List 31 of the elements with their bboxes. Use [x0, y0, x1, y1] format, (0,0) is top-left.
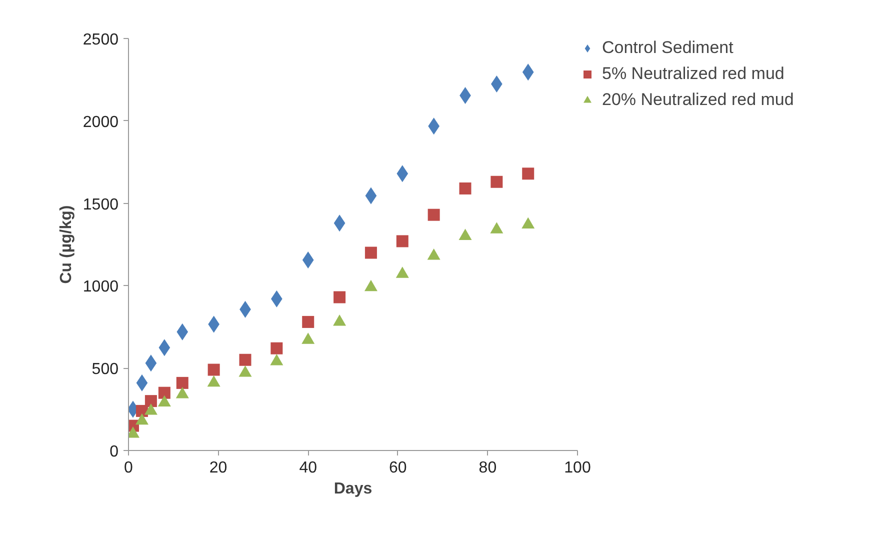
x-tick-label: 100	[564, 460, 591, 476]
point	[364, 246, 377, 259]
x-axis-title: Days	[334, 480, 372, 498]
y-tick-label: 500	[92, 361, 119, 378]
point	[522, 168, 534, 180]
y-tick-label: 2000	[82, 114, 119, 131]
x-tick-label: 20	[209, 460, 228, 476]
point	[302, 316, 314, 328]
y-tick-label: 1000	[82, 278, 119, 296]
point	[334, 291, 346, 304]
point	[490, 176, 503, 188]
x-tick-label: 0	[124, 460, 134, 476]
point	[176, 376, 188, 389]
point	[158, 386, 170, 399]
x-tick-label: 60	[389, 460, 407, 476]
point	[239, 354, 252, 366]
point	[208, 364, 220, 376]
point	[396, 235, 408, 248]
y-tick-label: 1500	[82, 196, 119, 214]
point	[459, 182, 472, 194]
x-tick-label: 80	[478, 460, 497, 476]
legend-label: Control Sediment	[602, 38, 734, 58]
point	[270, 342, 283, 354]
y-tick-label: 2500	[82, 32, 119, 48]
point	[144, 395, 157, 408]
x-tick-label: 40	[299, 460, 318, 476]
y-tick-label: 0	[110, 444, 119, 460]
legend-label: 5% Neutralized red mud	[602, 64, 784, 84]
y-axis-title: Cu (µg/kg)	[58, 205, 75, 284]
point	[428, 208, 440, 221]
legend-label: 20% Neutralized red mud	[602, 90, 794, 110]
